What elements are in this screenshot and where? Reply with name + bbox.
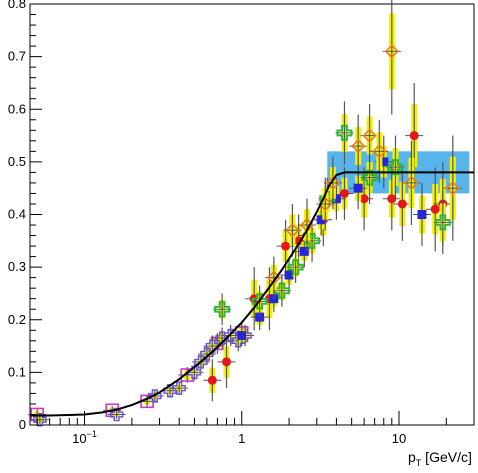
- data-point: [360, 103, 379, 168]
- data-series-layer: [28, 0, 462, 427]
- data-marker: [205, 339, 220, 353]
- data-point: [433, 190, 452, 254]
- data-marker: [316, 215, 326, 225]
- series-open-diamond: [264, 0, 462, 299]
- x-axis-title: pT [GeV/c]: [408, 449, 472, 468]
- data-point: [286, 251, 305, 283]
- x-tick-base: 1: [238, 431, 245, 446]
- data-point: [30, 412, 49, 427]
- data-marker: [284, 270, 294, 280]
- data-point: [145, 389, 164, 403]
- data-marker: [397, 199, 407, 209]
- series-open-square: [28, 322, 251, 422]
- data-marker: [351, 138, 366, 154]
- data-point: [323, 156, 342, 210]
- data-marker: [109, 407, 124, 422]
- data-point: [412, 182, 431, 247]
- data-point: [443, 135, 462, 241]
- data-marker: [285, 223, 300, 238]
- plot-frame: [29, 3, 475, 426]
- series-open-cross: [30, 325, 255, 427]
- data-marker: [372, 144, 387, 159]
- data-marker: [359, 194, 369, 204]
- data-marker: [430, 204, 440, 214]
- data-point: [335, 101, 354, 165]
- data-point: [393, 167, 412, 241]
- data-marker: [387, 159, 404, 176]
- x-tick-label: 10: [392, 431, 406, 446]
- data-point: [232, 325, 251, 347]
- x-tick-label: 1: [238, 431, 245, 446]
- data-marker: [299, 246, 309, 256]
- data-marker: [172, 381, 186, 395]
- fit-curve: [30, 171, 474, 417]
- x-tick-exponent: −1: [87, 429, 97, 439]
- x-axis-title-rest: [GeV/c]: [421, 449, 472, 465]
- x-axis-title-main: p: [408, 449, 416, 465]
- data-marker: [362, 128, 377, 143]
- data-marker: [33, 412, 47, 427]
- data-marker: [325, 175, 341, 191]
- data-marker: [379, 157, 389, 167]
- data-marker: [387, 194, 397, 204]
- data-marker: [237, 331, 247, 341]
- y-tick-label: 0: [19, 417, 26, 432]
- data-point: [382, 167, 401, 231]
- data-point: [402, 140, 421, 226]
- data-marker: [353, 183, 363, 193]
- data-marker: [214, 301, 231, 318]
- data-point: [107, 407, 126, 422]
- data-marker: [281, 241, 291, 251]
- y-tick-label: 0.1: [8, 364, 26, 379]
- data-marker: [384, 44, 399, 59]
- data-marker: [404, 175, 419, 191]
- data-point: [386, 135, 405, 199]
- y-tick-label: 0.2: [8, 312, 26, 327]
- y-tick-label: 0.7: [8, 49, 26, 64]
- y-tick-label: 0.8: [8, 0, 26, 11]
- data-marker: [409, 131, 419, 141]
- data-marker: [251, 293, 268, 310]
- y-tick-label: 0.5: [8, 154, 26, 169]
- axis-layer: 00.10.20.30.40.50.60.70.810−1 1 10: [8, 0, 475, 446]
- series-filled-circle: [203, 82, 452, 402]
- x-axis-title-subscript: T: [416, 458, 422, 468]
- data-marker: [331, 194, 341, 204]
- data-point: [213, 293, 232, 326]
- data-marker: [287, 259, 304, 276]
- data-marker: [207, 375, 217, 385]
- y-tick-label: 0.6: [8, 101, 26, 116]
- data-marker: [445, 181, 460, 196]
- y-tick-label: 0.3: [8, 259, 26, 274]
- data-point: [349, 114, 368, 178]
- data-point: [382, 0, 401, 115]
- y-tick-label: 0.4: [8, 207, 26, 222]
- data-point: [426, 167, 445, 252]
- data-marker: [339, 188, 349, 198]
- data-marker: [187, 365, 202, 380]
- data-marker: [222, 357, 232, 367]
- data-point: [170, 381, 189, 395]
- data-marker: [417, 210, 427, 219]
- data-marker: [361, 169, 378, 186]
- data-point: [217, 335, 236, 389]
- data-point: [283, 203, 302, 257]
- data-marker: [336, 124, 353, 141]
- data-marker: [434, 214, 451, 231]
- x-tick-label: 10−1: [72, 429, 97, 446]
- x-tick-base: 10: [392, 431, 406, 446]
- data-marker: [223, 328, 238, 343]
- data-point: [203, 359, 222, 402]
- x-tick-base: 10: [72, 431, 86, 446]
